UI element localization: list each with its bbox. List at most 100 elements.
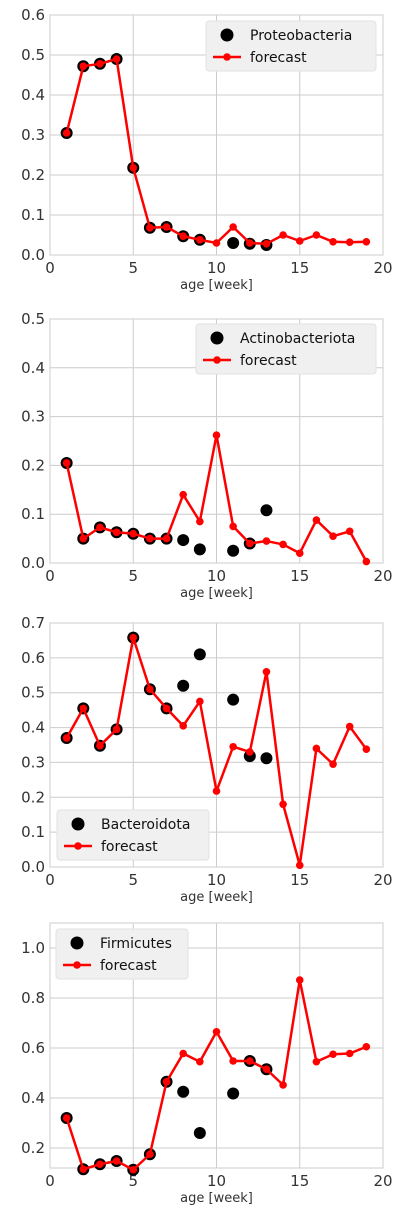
legend: Bacteroidota forecast xyxy=(56,809,210,861)
forecast-point xyxy=(246,748,254,756)
y-tick-label: 1.0 xyxy=(21,939,45,957)
x-tick-label: 20 xyxy=(373,567,392,585)
forecast-point xyxy=(229,522,237,531)
forecast-point xyxy=(129,1165,138,1174)
forecast-point xyxy=(345,238,354,246)
forecast-point xyxy=(62,1114,71,1122)
observed-point xyxy=(227,1087,240,1100)
observed-point xyxy=(227,693,240,706)
x-tick-label: 0 xyxy=(45,871,55,889)
y-tick-label: 0.3 xyxy=(21,126,45,144)
forecast-point xyxy=(79,704,88,713)
forecast-point xyxy=(62,734,71,742)
legend: Proteobacteria forecast xyxy=(205,20,377,72)
y-tick-label: 0.3 xyxy=(21,753,45,771)
legend-marker-observed xyxy=(71,817,85,831)
forecast-point xyxy=(62,129,71,137)
x-axis-label: age [week] xyxy=(180,890,253,905)
forecast-point xyxy=(129,529,138,538)
y-tick-label: 0.0 xyxy=(21,858,45,876)
forecast-point xyxy=(295,861,304,870)
forecast-point xyxy=(312,744,321,753)
forecast-point xyxy=(179,232,187,240)
y-tick-label: 0.1 xyxy=(21,823,45,841)
legend-marker-forecast xyxy=(213,356,221,364)
forecast-point xyxy=(329,1050,337,1059)
forecast-point xyxy=(196,1057,204,1066)
legend-label-forecast: forecast xyxy=(250,50,307,66)
x-tick-label: 0 xyxy=(45,259,55,277)
forecast-point xyxy=(96,60,104,68)
y-tick-label: 0.4 xyxy=(21,86,45,104)
chart-panel-3: 0 5 10 15 20 0.0 0.1 0.2 0.3 0.4 0.5 0.6 0.7 age [wee… xyxy=(21,614,392,905)
x-tick-label: 10 xyxy=(207,567,226,585)
x-tick-label: 20 xyxy=(373,871,392,889)
y-tick-label: 0.2 xyxy=(21,166,45,184)
forecast-point xyxy=(279,540,287,549)
x-tick-label: 0 xyxy=(45,1172,55,1190)
legend-label-forecast: forecast xyxy=(101,839,158,855)
legend: Actinobacteriota forecast xyxy=(195,323,377,375)
legend-marker-observed xyxy=(70,936,84,950)
forecast-point xyxy=(345,722,354,731)
forecast-point xyxy=(212,1027,221,1036)
x-tick-label: 15 xyxy=(290,871,309,889)
observed-point xyxy=(177,1085,190,1098)
chart-panel-4: 0 5 10 15 20 0.2 0.4 0.6 0.8 1.0 age [week] Firmicu… xyxy=(21,922,393,1206)
forecast-point xyxy=(79,1165,88,1174)
forecast-point xyxy=(362,1042,371,1051)
observed-point xyxy=(193,648,206,661)
forecast-point xyxy=(362,557,371,566)
x-tick-label: 0 xyxy=(45,567,55,585)
forecast-point xyxy=(112,528,121,537)
forecast-point xyxy=(329,760,337,768)
forecast-point xyxy=(212,787,221,795)
forecast-point xyxy=(79,534,88,543)
forecast-point xyxy=(212,431,221,439)
forecast-point xyxy=(295,549,304,558)
x-tick-label: 10 xyxy=(207,871,226,889)
forecast-point xyxy=(112,725,121,734)
observed-point xyxy=(227,544,240,557)
forecast-point xyxy=(129,164,138,172)
legend-label-observed: Actinobacteriota xyxy=(240,331,355,347)
y-tick-label: 0.2 xyxy=(21,1139,45,1157)
legend-marker-observed xyxy=(220,28,234,42)
forecast-point xyxy=(312,231,321,239)
forecast-point xyxy=(295,237,304,245)
y-tick-label: 0.7 xyxy=(21,614,45,632)
y-tick-label: 0.4 xyxy=(21,359,45,377)
observed-point xyxy=(177,534,190,547)
observed-point xyxy=(193,1127,206,1139)
legend-marker-forecast xyxy=(74,842,82,850)
x-axis-label: age [week] xyxy=(180,278,253,293)
y-tick-label: 0.6 xyxy=(21,6,45,24)
legend-marker-forecast xyxy=(73,961,81,969)
x-axis-label: age [week] xyxy=(180,1191,253,1206)
observed-point xyxy=(260,752,273,765)
forecast-point xyxy=(312,1057,321,1066)
forecast-point xyxy=(345,527,354,536)
forecast-point xyxy=(262,668,271,676)
forecast-point xyxy=(312,516,321,524)
x-tick-label: 5 xyxy=(128,567,138,585)
legend-box xyxy=(55,928,189,980)
forecast-point xyxy=(279,1081,287,1089)
forecast-point xyxy=(295,976,304,984)
legend: Firmicutes forecast xyxy=(55,928,189,980)
forecast-point xyxy=(112,55,121,63)
y-tick-label: 0.5 xyxy=(21,310,45,328)
forecast-point xyxy=(196,236,204,244)
forecast-point xyxy=(162,1077,171,1086)
y-tick-label: 0.5 xyxy=(21,46,45,64)
x-tick-label: 15 xyxy=(290,567,309,585)
forecast-point xyxy=(279,231,287,239)
y-tick-label: 0.0 xyxy=(21,554,45,572)
forecast-point xyxy=(212,239,221,247)
forecast-point xyxy=(246,539,254,548)
legend-marker-forecast xyxy=(223,53,231,61)
legend-marker-observed xyxy=(210,331,224,345)
observed-point xyxy=(193,543,206,556)
y-tick-label: 0.1 xyxy=(21,505,45,523)
